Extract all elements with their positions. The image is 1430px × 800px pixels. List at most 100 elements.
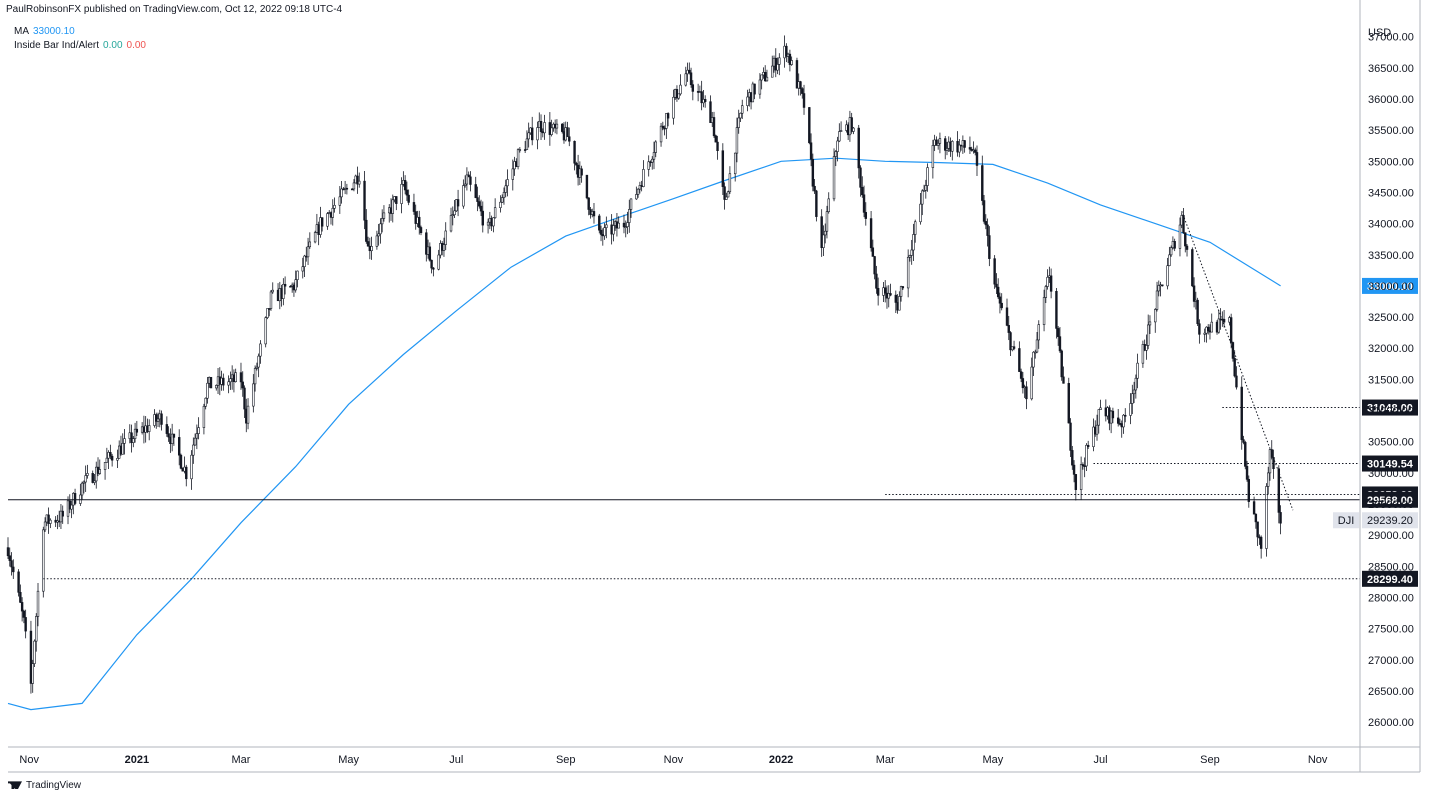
- candle-body: [350, 188, 354, 191]
- candle-body: [573, 140, 576, 164]
- candle: [98, 459, 101, 475]
- candle: [836, 136, 839, 162]
- candle-body: [642, 169, 645, 187]
- y-tick-label: 35000.00: [1368, 156, 1414, 168]
- candle: [598, 213, 601, 234]
- candle-body: [894, 294, 898, 303]
- candle: [626, 211, 629, 235]
- candle-body: [899, 286, 903, 297]
- candle: [889, 283, 892, 297]
- candle: [209, 376, 213, 389]
- candle: [170, 423, 174, 452]
- candle-body: [1034, 351, 1037, 354]
- candle-body: [502, 192, 506, 198]
- candle-body: [1058, 336, 1062, 352]
- candle: [1046, 269, 1049, 290]
- candle: [43, 517, 47, 533]
- candle-body: [395, 196, 398, 204]
- indicator-legend[interactable]: Inside Bar Ind/Alert 0.00 0.00: [14, 40, 146, 51]
- candle: [894, 290, 898, 314]
- candle-body: [873, 256, 876, 275]
- candle-body: [303, 255, 306, 267]
- candle-body: [492, 217, 495, 227]
- candle: [850, 112, 853, 134]
- candle-body: [862, 194, 866, 213]
- y-tick-label: 27500.00: [1368, 624, 1414, 636]
- candle-body: [677, 93, 680, 99]
- candle: [239, 362, 243, 390]
- ma-legend[interactable]: MA 33000.10: [14, 26, 75, 37]
- candle-body: [838, 131, 841, 142]
- candle: [1207, 324, 1210, 335]
- candle-body: [1233, 358, 1236, 377]
- candle-body: [185, 466, 188, 480]
- candle-body: [1044, 286, 1048, 298]
- symbol-tag-box: [1333, 512, 1359, 529]
- candle-body: [215, 385, 218, 389]
- candle-body: [603, 227, 606, 237]
- x-tick-label: 2022: [769, 754, 793, 766]
- candle: [758, 73, 762, 99]
- candle: [1148, 315, 1152, 335]
- candle-body: [684, 73, 687, 86]
- candle: [246, 398, 250, 430]
- candle-body: [1277, 468, 1281, 513]
- candle-body: [504, 185, 507, 193]
- candle-body: [379, 223, 382, 235]
- candle: [1079, 456, 1083, 501]
- candle-body: [635, 194, 638, 200]
- candle: [1145, 334, 1148, 360]
- candle-body: [103, 462, 107, 470]
- candle: [958, 139, 961, 158]
- candle-body: [726, 191, 730, 198]
- candle: [478, 195, 481, 209]
- candle: [824, 223, 827, 244]
- candle-body: [809, 142, 813, 160]
- level-price-label: 29568.00: [1367, 495, 1413, 507]
- candle-body: [442, 244, 446, 251]
- candle: [1058, 326, 1062, 353]
- candle: [252, 374, 255, 413]
- y-tick-label: 33000.00: [1368, 281, 1414, 293]
- candle-body: [255, 366, 259, 369]
- candle-body: [931, 145, 935, 168]
- candle: [451, 206, 454, 226]
- candle-body: [901, 286, 905, 289]
- candle-body: [1196, 299, 1199, 325]
- candle-body: [820, 216, 823, 248]
- candle: [19, 584, 22, 604]
- candle-body: [850, 117, 853, 132]
- candle: [179, 453, 183, 470]
- candle-body: [345, 187, 349, 190]
- candle: [1018, 341, 1021, 372]
- y-tick-label: 30500.00: [1368, 437, 1414, 449]
- candle: [684, 66, 687, 87]
- candle: [876, 277, 880, 306]
- candle: [1044, 284, 1048, 304]
- candle-body: [1256, 521, 1259, 538]
- x-tick-label: Mar: [232, 754, 251, 766]
- candle: [255, 362, 259, 371]
- candle-body: [47, 514, 50, 524]
- candle: [737, 109, 740, 134]
- candle-body: [80, 482, 84, 496]
- candle: [725, 192, 728, 200]
- candle-body: [156, 418, 160, 422]
- candle: [555, 119, 559, 135]
- tradingview-footer[interactable]: TradingView: [8, 780, 81, 791]
- candle: [1191, 247, 1194, 288]
- candle-body: [418, 216, 421, 228]
- candle: [827, 192, 830, 214]
- candle: [430, 259, 433, 274]
- candle: [93, 474, 96, 486]
- candle-body: [178, 437, 181, 456]
- candle: [6, 537, 10, 559]
- candle: [492, 217, 495, 233]
- candle: [428, 242, 432, 262]
- level-price-label: 28299.40: [1367, 574, 1413, 586]
- candle-body: [974, 149, 977, 153]
- candle-body: [116, 457, 119, 461]
- candle-body: [338, 196, 342, 206]
- x-tick-label: Nov: [664, 754, 684, 766]
